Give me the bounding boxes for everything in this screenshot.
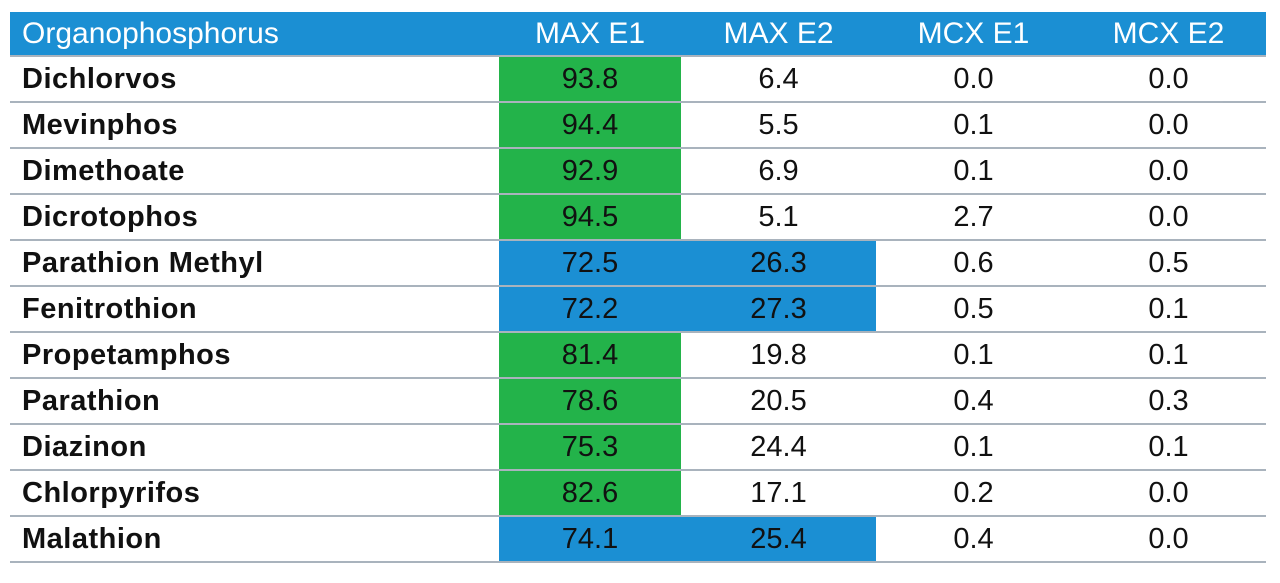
compound-name: Dimethoate — [10, 148, 499, 195]
value-cell-max-e2: 5.1 — [681, 194, 876, 241]
table-row: Chlorpyrifos 82.6 17.1 0.2 0.0 — [10, 470, 1266, 517]
column-header-max-e2: MAX E2 — [681, 12, 876, 56]
value-cell-mcx-e1: 0.1 — [876, 332, 1071, 379]
value-cell-max-e1: 81.4 — [499, 332, 681, 379]
table-row: Dicrotophos 94.5 5.1 2.7 0.0 — [10, 194, 1266, 241]
compound-name: Diazinon — [10, 424, 499, 471]
value-cell-mcx-e2: 0.1 — [1071, 332, 1266, 379]
value-cell-max-e1: 72.5 — [499, 240, 681, 287]
value-cell-max-e1: 74.1 — [499, 516, 681, 563]
compound-name: Malathion — [10, 516, 499, 563]
value-cell-mcx-e2: 0.0 — [1071, 470, 1266, 517]
value-cell-max-e2: 25.4 — [681, 516, 876, 563]
value-cell-max-e1: 94.4 — [499, 102, 681, 149]
value-cell-mcx-e2: 0.0 — [1071, 55, 1266, 103]
table-row: Dimethoate 92.9 6.9 0.1 0.0 — [10, 148, 1266, 195]
value-cell-mcx-e1: 0.1 — [876, 424, 1071, 471]
value-cell-mcx-e1: 0.6 — [876, 240, 1071, 287]
value-cell-mcx-e1: 0.4 — [876, 378, 1071, 425]
table-header: Organophosphorus MAX E1 MAX E2 MCX E1 MC… — [10, 12, 1266, 56]
compound-name: Parathion Methyl — [10, 240, 499, 287]
compound-name: Parathion — [10, 378, 499, 425]
compound-name: Propetamphos — [10, 332, 499, 379]
value-cell-mcx-e1: 2.7 — [876, 194, 1071, 241]
table-row: Dichlorvos 93.8 6.4 0.0 0.0 — [10, 55, 1266, 103]
value-cell-max-e1: 82.6 — [499, 470, 681, 517]
value-cell-max-e2: 17.1 — [681, 470, 876, 517]
table-body: Dichlorvos 93.8 6.4 0.0 0.0 Mevinphos 94.4 5.5 0… — [10, 55, 1266, 563]
value-cell-max-e2: 19.8 — [681, 332, 876, 379]
value-cell-mcx-e1: 0.0 — [876, 55, 1071, 103]
column-header-max-e1: MAX E1 — [499, 12, 681, 56]
value-cell-mcx-e1: 0.4 — [876, 516, 1071, 563]
value-cell-max-e1: 94.5 — [499, 194, 681, 241]
compound-name: Dicrotophos — [10, 194, 499, 241]
compound-name: Fenitrothion — [10, 286, 499, 333]
header-row: Organophosphorus MAX E1 MAX E2 MCX E1 MC… — [10, 12, 1266, 56]
column-header-mcx-e2: MCX E2 — [1071, 12, 1266, 56]
table-row: Fenitrothion 72.2 27.3 0.5 0.1 — [10, 286, 1266, 333]
table-row: Parathion Methyl 72.5 26.3 0.6 0.5 — [10, 240, 1266, 287]
value-cell-mcx-e1: 0.1 — [876, 148, 1071, 195]
value-cell-mcx-e2: 0.0 — [1071, 148, 1266, 195]
value-cell-mcx-e2: 0.1 — [1071, 424, 1266, 471]
table-row: Propetamphos 81.4 19.8 0.1 0.1 — [10, 332, 1266, 379]
value-cell-mcx-e2: 0.0 — [1071, 102, 1266, 149]
value-cell-mcx-e2: 0.1 — [1071, 286, 1266, 333]
recovery-table-container: Organophosphorus MAX E1 MAX E2 MCX E1 MC… — [10, 12, 1266, 563]
value-cell-max-e2: 6.9 — [681, 148, 876, 195]
compound-name: Chlorpyrifos — [10, 470, 499, 517]
value-cell-max-e1: 92.9 — [499, 148, 681, 195]
column-header-compound: Organophosphorus — [10, 12, 499, 56]
table-row: Malathion 74.1 25.4 0.4 0.0 — [10, 516, 1266, 563]
table-row: Mevinphos 94.4 5.5 0.1 0.0 — [10, 102, 1266, 149]
value-cell-max-e1: 93.8 — [499, 55, 681, 103]
value-cell-max-e1: 78.6 — [499, 378, 681, 425]
value-cell-max-e2: 24.4 — [681, 424, 876, 471]
value-cell-max-e2: 27.3 — [681, 286, 876, 333]
value-cell-mcx-e2: 0.3 — [1071, 378, 1266, 425]
value-cell-max-e2: 26.3 — [681, 240, 876, 287]
value-cell-mcx-e1: 0.2 — [876, 470, 1071, 517]
recovery-table: Organophosphorus MAX E1 MAX E2 MCX E1 MC… — [10, 12, 1266, 563]
compound-name: Dichlorvos — [10, 55, 499, 103]
value-cell-mcx-e1: 0.1 — [876, 102, 1071, 149]
value-cell-mcx-e1: 0.5 — [876, 286, 1071, 333]
value-cell-mcx-e2: 0.5 — [1071, 240, 1266, 287]
value-cell-max-e2: 6.4 — [681, 55, 876, 103]
table-row: Parathion 78.6 20.5 0.4 0.3 — [10, 378, 1266, 425]
column-header-mcx-e1: MCX E1 — [876, 12, 1071, 56]
value-cell-max-e1: 72.2 — [499, 286, 681, 333]
value-cell-mcx-e2: 0.0 — [1071, 516, 1266, 563]
value-cell-max-e2: 5.5 — [681, 102, 876, 149]
compound-name: Mevinphos — [10, 102, 499, 149]
value-cell-max-e1: 75.3 — [499, 424, 681, 471]
value-cell-mcx-e2: 0.0 — [1071, 194, 1266, 241]
value-cell-max-e2: 20.5 — [681, 378, 876, 425]
table-row: Diazinon 75.3 24.4 0.1 0.1 — [10, 424, 1266, 471]
